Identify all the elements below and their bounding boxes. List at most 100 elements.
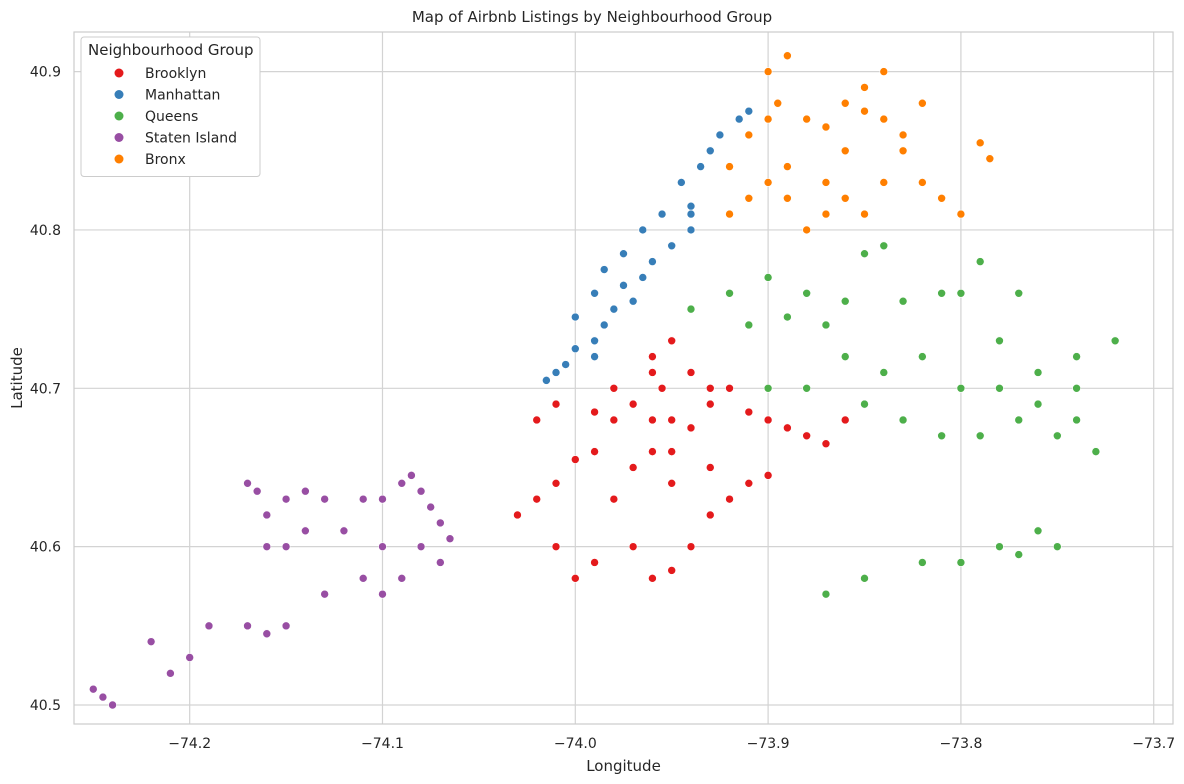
data-point [397, 479, 407, 488]
data-point [763, 273, 773, 282]
data-point [551, 399, 561, 409]
data-point [725, 209, 734, 219]
data-point [686, 542, 696, 551]
data-point [166, 669, 175, 678]
x-tick-labels: −74.2 −74.1 −74.0 −73.9 −73.8 −73.7 [168, 736, 1175, 752]
data-point [262, 542, 272, 551]
data-point [436, 518, 445, 528]
data-point [619, 249, 628, 258]
data-point [648, 574, 657, 583]
data-point [918, 178, 927, 187]
data-point [648, 257, 657, 266]
data-point [301, 486, 310, 496]
data-point [378, 494, 387, 504]
series-manhattan [542, 106, 754, 385]
data-points [88, 51, 1120, 710]
data-point [648, 447, 657, 456]
data-point [744, 193, 754, 203]
data-point [1033, 526, 1043, 536]
x-tick-label: −73.9 [747, 736, 790, 752]
data-point [628, 296, 638, 306]
data-point [667, 241, 677, 251]
series-queens [686, 241, 1120, 599]
data-point [281, 621, 291, 631]
legend-label: Queens [145, 109, 198, 125]
data-point [686, 423, 696, 433]
data-point [397, 574, 407, 583]
data-point [783, 312, 792, 322]
data-point [783, 423, 792, 433]
data-point [628, 399, 638, 409]
data-point [686, 225, 696, 235]
data-point [802, 431, 811, 441]
data-point [667, 336, 677, 346]
data-point [243, 621, 252, 631]
data-point [918, 352, 927, 361]
data-point [763, 114, 773, 124]
data-point [570, 574, 580, 583]
data-point [918, 98, 927, 108]
data-point [609, 415, 619, 425]
data-point [705, 399, 715, 409]
data-point [725, 383, 734, 393]
data-point [570, 455, 580, 464]
data-point [513, 510, 522, 520]
data-point [725, 162, 734, 171]
legend-marker [114, 90, 124, 99]
data-point [657, 383, 667, 393]
data-point [840, 296, 850, 306]
data-point [763, 67, 773, 76]
data-point [956, 209, 966, 219]
x-tick-label: −74.0 [554, 736, 597, 752]
data-point [860, 106, 869, 116]
data-point [281, 494, 291, 504]
data-point [648, 415, 657, 425]
data-point [879, 368, 889, 377]
data-point [918, 558, 927, 567]
x-axis-label: Longitude [586, 757, 661, 775]
y-tick-labels: 40.5 40.6 40.7 40.8 40.9 [30, 65, 61, 714]
data-point [821, 589, 831, 599]
data-point [860, 574, 869, 583]
data-point [763, 383, 773, 393]
data-point [821, 320, 831, 330]
data-point [407, 471, 416, 480]
data-point [705, 463, 715, 472]
series-staten-island [88, 471, 455, 710]
data-point [599, 265, 609, 274]
legend-label: Manhattan [145, 88, 220, 104]
data-point [783, 193, 792, 203]
data-point [590, 336, 599, 346]
x-tick-label: −74.2 [168, 736, 211, 752]
data-point [561, 360, 570, 369]
data-point [773, 98, 783, 108]
data-point [1072, 352, 1081, 361]
data-point [590, 352, 599, 361]
data-point [898, 146, 908, 156]
data-point [551, 542, 561, 551]
data-point [301, 526, 310, 536]
data-point [821, 178, 831, 187]
data-point [686, 304, 696, 314]
data-point [783, 162, 792, 171]
data-point [956, 383, 966, 393]
data-point [1014, 550, 1024, 559]
data-point [802, 114, 811, 124]
data-point [1033, 399, 1043, 409]
data-point [860, 249, 869, 258]
data-point [744, 106, 754, 116]
data-point [378, 542, 387, 551]
data-point [840, 415, 850, 425]
data-point [725, 288, 734, 298]
data-point [686, 368, 696, 377]
data-point [590, 288, 599, 298]
x-tick-label: −73.7 [1132, 736, 1175, 752]
data-point [956, 558, 966, 567]
data-point [378, 589, 387, 599]
data-point [204, 621, 214, 631]
data-point [532, 415, 542, 425]
legend-title: Neighbourhood Group [88, 41, 254, 59]
legend-label: Staten Island [145, 131, 237, 147]
data-point [821, 439, 831, 449]
